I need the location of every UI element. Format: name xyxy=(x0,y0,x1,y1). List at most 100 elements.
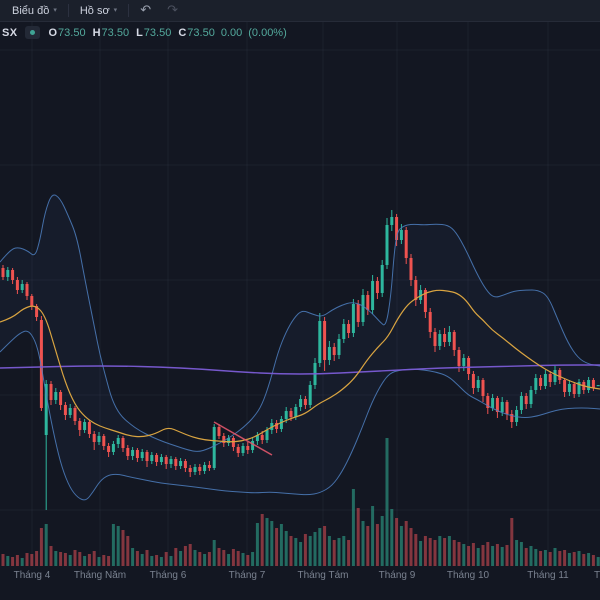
volume-bar xyxy=(11,557,15,566)
candle-body xyxy=(510,414,514,422)
volume-bar xyxy=(25,553,29,566)
trendline-drawing[interactable] xyxy=(213,421,273,456)
volume-bar xyxy=(582,554,586,566)
volume-bar xyxy=(49,546,53,566)
volume-bar xyxy=(116,526,120,566)
volume-bar xyxy=(275,528,279,566)
volume-bar xyxy=(577,551,581,566)
volume-bar xyxy=(553,548,557,566)
candle-body xyxy=(1,268,5,277)
symbol-status-button[interactable] xyxy=(25,26,41,39)
candle-body xyxy=(471,374,475,388)
volume-bar xyxy=(20,558,24,566)
candle-body xyxy=(404,230,408,258)
candle-body xyxy=(486,396,490,408)
volume-bar xyxy=(102,555,106,566)
candle-body xyxy=(347,324,351,333)
candle-body xyxy=(111,444,115,452)
undo-button[interactable]: ↶ xyxy=(132,3,159,18)
candle-body xyxy=(323,321,327,360)
volume-bar xyxy=(159,557,163,566)
redo-button[interactable]: ↷ xyxy=(159,3,186,18)
volume-bar xyxy=(495,544,499,566)
volume-bar xyxy=(366,526,370,566)
candle-body xyxy=(591,380,595,388)
candle-body xyxy=(567,384,571,392)
x-axis-label[interactable]: Tháng Năm xyxy=(74,570,126,581)
candle-body xyxy=(452,332,456,350)
volume-bar xyxy=(284,531,288,566)
volume-bar xyxy=(467,546,471,566)
candle-body xyxy=(260,435,264,440)
volume-bar xyxy=(390,509,394,566)
candle-body xyxy=(414,280,418,300)
volume-bar xyxy=(164,552,168,566)
candle-body xyxy=(299,399,303,407)
x-axis-label[interactable]: Tháng 11 xyxy=(527,570,569,581)
volume-bar xyxy=(289,536,293,566)
volume-bar xyxy=(572,552,576,566)
high-value: H73.50 xyxy=(92,26,130,39)
volume-bar xyxy=(347,540,351,566)
x-axis-label[interactable]: Tháng 9 xyxy=(379,570,416,581)
candle-body xyxy=(423,290,427,312)
low-value: L73.50 xyxy=(136,26,172,39)
candle-body xyxy=(351,304,355,333)
candle-body xyxy=(179,461,183,466)
volume-bar xyxy=(179,551,183,566)
x-axis-label[interactable]: Tháng 12 xyxy=(594,570,600,581)
x-axis-label[interactable]: Tháng 6 xyxy=(150,570,187,581)
symbol-label[interactable]: SX xyxy=(2,26,18,39)
candle-body xyxy=(255,435,259,441)
volume-bar xyxy=(491,546,495,566)
x-axis-label[interactable]: Tháng 10 xyxy=(447,570,490,581)
candle-body xyxy=(553,370,557,382)
x-axis-label[interactable]: Tháng Tám xyxy=(298,570,349,581)
volume-bar xyxy=(543,550,547,566)
candle-body xyxy=(207,465,211,468)
candle-body xyxy=(203,465,207,471)
x-axis-label[interactable]: Tháng 7 xyxy=(229,570,266,581)
profile-menu-button[interactable]: Hồ sơ ▾ xyxy=(72,3,125,19)
volume-bar xyxy=(30,554,34,566)
volume-bar xyxy=(87,554,91,566)
volume-bar xyxy=(558,551,562,566)
candle-body xyxy=(87,422,91,434)
volume-bar xyxy=(97,557,101,566)
bollinger-upper-line xyxy=(0,194,600,452)
candle-body xyxy=(222,436,226,443)
x-axis-label[interactable]: Tháng 4 xyxy=(14,570,51,581)
candle-body xyxy=(102,436,106,446)
candle-body xyxy=(371,281,375,310)
candle-body xyxy=(251,441,255,450)
candle-body xyxy=(419,290,423,300)
volume-bar xyxy=(207,552,211,566)
volume-bar xyxy=(63,553,67,566)
chart-menu-button[interactable]: Biểu đồ ▾ xyxy=(4,3,65,19)
candle-body xyxy=(395,217,399,240)
candle-body xyxy=(121,438,125,448)
volume-bar xyxy=(428,538,432,566)
candle-body xyxy=(572,384,576,394)
volume-bar xyxy=(131,548,135,566)
candle-body xyxy=(332,347,336,355)
symbol-legend: SX O73.50 H73.50 L73.50 C73.50 0.00 (0.0… xyxy=(2,26,287,39)
candle-body xyxy=(433,332,437,346)
candle-body xyxy=(174,459,178,466)
candle-body xyxy=(524,396,528,404)
volume-bar xyxy=(303,534,307,566)
candle-body xyxy=(116,438,120,444)
candle-body xyxy=(193,467,197,472)
volume-bar xyxy=(375,524,379,566)
volume-bar xyxy=(591,555,595,566)
volume-bar xyxy=(351,489,355,566)
candle-body xyxy=(63,405,67,415)
candle-body xyxy=(534,378,538,390)
volume-bar xyxy=(54,551,58,566)
volume-bar xyxy=(342,536,346,566)
volume-bar xyxy=(279,524,283,566)
candle-body xyxy=(68,408,72,415)
volume-bar xyxy=(227,554,231,566)
